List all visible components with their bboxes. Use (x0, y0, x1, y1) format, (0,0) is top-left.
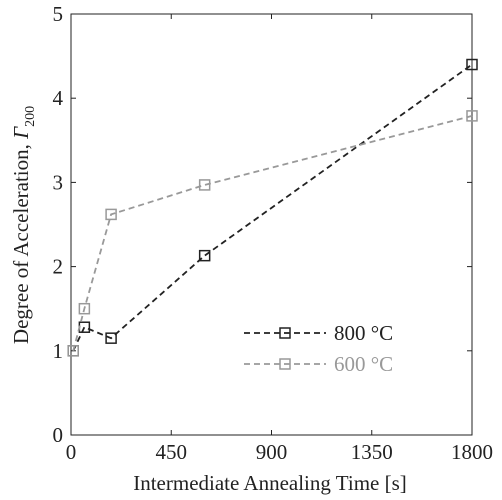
y-label-text: Degree of Acceleration, (9, 139, 33, 344)
marker (78, 302, 91, 315)
x-tick-label: 1800 (451, 440, 493, 464)
series-line (72, 115, 473, 352)
marker (105, 208, 117, 221)
marker (105, 332, 117, 344)
y-label-subscript: 200 (23, 106, 38, 127)
marker (198, 249, 211, 262)
y-tick-label: 3 (53, 170, 64, 194)
legend-marker (279, 358, 291, 370)
marker (198, 179, 211, 191)
series-line (72, 63, 473, 352)
y-label-symbol: Γ (9, 126, 33, 140)
marker (67, 345, 79, 357)
plot-frame (70, 13, 473, 436)
y-axis-label: Degree of Acceleration, Γ200 (9, 106, 38, 344)
y-tick-label: 2 (53, 255, 64, 279)
y-tick-label: 0 (53, 423, 64, 447)
x-tick-label: 0 (66, 440, 77, 464)
y-tick-label: 5 (53, 2, 64, 26)
legend-label: 800 °C (334, 321, 393, 345)
x-tick-label: 1350 (351, 440, 393, 464)
y-tick-label: 4 (53, 86, 64, 110)
marker (466, 110, 478, 122)
y-tick-label: 1 (53, 339, 64, 363)
x-tick-label: 900 (256, 440, 288, 464)
legend-marker (279, 327, 291, 339)
x-axis-label: Intermediate Annealing Time [s] (133, 471, 407, 495)
marker (466, 58, 478, 71)
marker (78, 321, 91, 333)
legend-label: 600 °C (334, 352, 393, 376)
x-tick-label: 450 (156, 440, 188, 464)
